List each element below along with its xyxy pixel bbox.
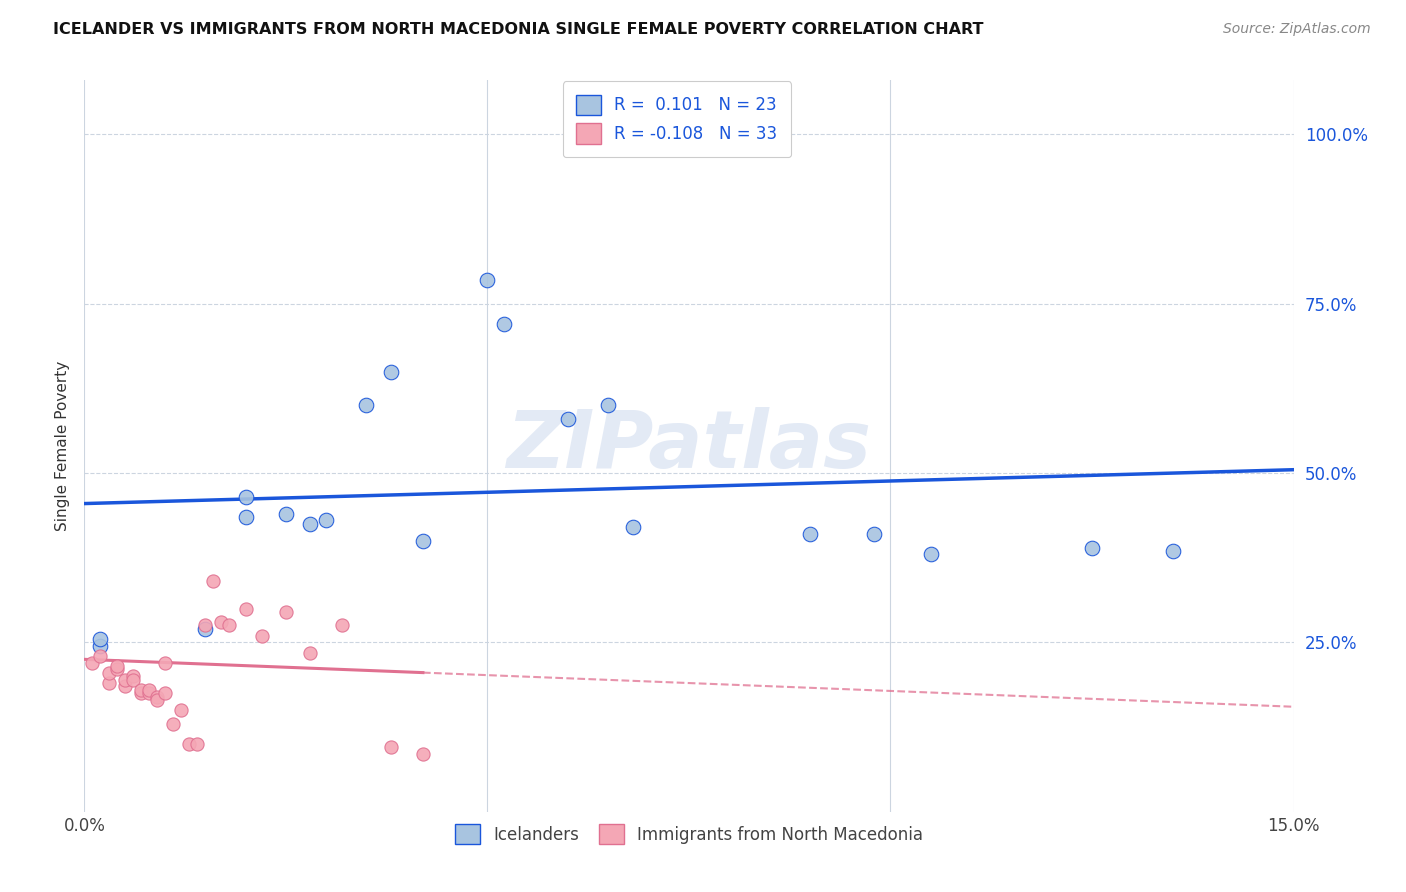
Point — [146, 693, 169, 707]
Point — [209, 615, 232, 629]
Point — [162, 716, 184, 731]
Point — [299, 646, 322, 660]
Point — [202, 574, 225, 589]
Point — [153, 656, 176, 670]
Point — [380, 364, 402, 378]
Point — [82, 656, 104, 670]
Point — [863, 527, 886, 541]
Point — [129, 686, 152, 700]
Point — [654, 134, 676, 148]
Point — [621, 520, 644, 534]
Point — [235, 601, 257, 615]
Point — [89, 632, 111, 646]
Point — [799, 527, 821, 541]
Text: ZIPatlas: ZIPatlas — [506, 407, 872, 485]
Point — [138, 682, 160, 697]
Point — [170, 703, 193, 717]
Point — [356, 398, 378, 412]
Point — [179, 737, 201, 751]
Point — [105, 663, 128, 677]
Point — [315, 514, 337, 528]
Point — [1161, 544, 1184, 558]
Point — [1081, 541, 1104, 555]
Point — [492, 317, 515, 331]
Point — [97, 665, 120, 680]
Point — [121, 669, 143, 683]
Point — [380, 740, 402, 755]
Point — [412, 747, 434, 761]
Point — [299, 516, 322, 531]
Point — [186, 737, 208, 751]
Point — [121, 673, 143, 687]
Y-axis label: Single Female Poverty: Single Female Poverty — [55, 361, 70, 531]
Text: Source: ZipAtlas.com: Source: ZipAtlas.com — [1223, 22, 1371, 37]
Point — [114, 673, 136, 687]
Legend: Icelanders, Immigrants from North Macedonia: Icelanders, Immigrants from North Macedo… — [449, 817, 929, 851]
Point — [250, 629, 273, 643]
Text: ICELANDER VS IMMIGRANTS FROM NORTH MACEDONIA SINGLE FEMALE POVERTY CORRELATION C: ICELANDER VS IMMIGRANTS FROM NORTH MACED… — [53, 22, 984, 37]
Point — [330, 618, 353, 632]
Point — [734, 134, 756, 148]
Point — [97, 676, 120, 690]
Point — [235, 510, 257, 524]
Point — [114, 680, 136, 694]
Point — [477, 273, 499, 287]
Point — [218, 618, 240, 632]
Point — [274, 605, 297, 619]
Point — [153, 686, 176, 700]
Point — [89, 639, 111, 653]
Point — [105, 659, 128, 673]
Point — [194, 622, 217, 636]
Point — [557, 412, 579, 426]
Point — [146, 690, 169, 704]
Point — [920, 547, 942, 561]
Point — [129, 682, 152, 697]
Point — [138, 686, 160, 700]
Point — [274, 507, 297, 521]
Point — [598, 398, 620, 412]
Point — [235, 490, 257, 504]
Point — [89, 648, 111, 663]
Point — [412, 533, 434, 548]
Point — [194, 618, 217, 632]
